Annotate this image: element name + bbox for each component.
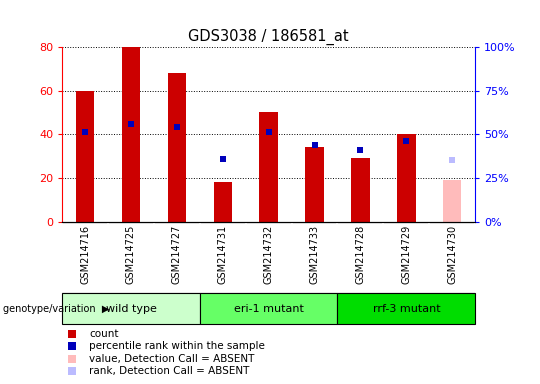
- Bar: [62, 293, 200, 324]
- Text: GSM214716: GSM214716: [80, 225, 90, 284]
- Bar: [259, 113, 278, 222]
- Text: value, Detection Call = ABSENT: value, Detection Call = ABSENT: [89, 354, 254, 364]
- Text: GSM214731: GSM214731: [218, 225, 228, 284]
- Bar: [443, 180, 461, 222]
- Text: genotype/variation  ▶: genotype/variation ▶: [3, 303, 109, 314]
- Bar: [397, 134, 416, 222]
- Bar: [305, 147, 323, 222]
- Text: GSM214728: GSM214728: [355, 225, 366, 285]
- Text: count: count: [89, 329, 118, 339]
- Bar: [122, 47, 140, 222]
- Bar: [200, 293, 338, 324]
- Text: GSM214732: GSM214732: [264, 225, 274, 285]
- Bar: [76, 91, 94, 222]
- Text: GSM214727: GSM214727: [172, 225, 182, 285]
- Text: GSM214733: GSM214733: [309, 225, 320, 284]
- Bar: [214, 182, 232, 222]
- Text: wild type: wild type: [105, 303, 157, 314]
- Text: rank, Detection Call = ABSENT: rank, Detection Call = ABSENT: [89, 366, 249, 376]
- Text: percentile rank within the sample: percentile rank within the sample: [89, 341, 265, 351]
- Text: GSM214725: GSM214725: [126, 225, 136, 285]
- Text: GSM214729: GSM214729: [401, 225, 411, 285]
- Bar: [351, 158, 369, 222]
- Text: eri-1 mutant: eri-1 mutant: [234, 303, 303, 314]
- Bar: [167, 73, 186, 222]
- Bar: [338, 293, 475, 324]
- Text: rrf-3 mutant: rrf-3 mutant: [373, 303, 440, 314]
- Text: GSM214730: GSM214730: [447, 225, 457, 284]
- Title: GDS3038 / 186581_at: GDS3038 / 186581_at: [188, 29, 349, 45]
